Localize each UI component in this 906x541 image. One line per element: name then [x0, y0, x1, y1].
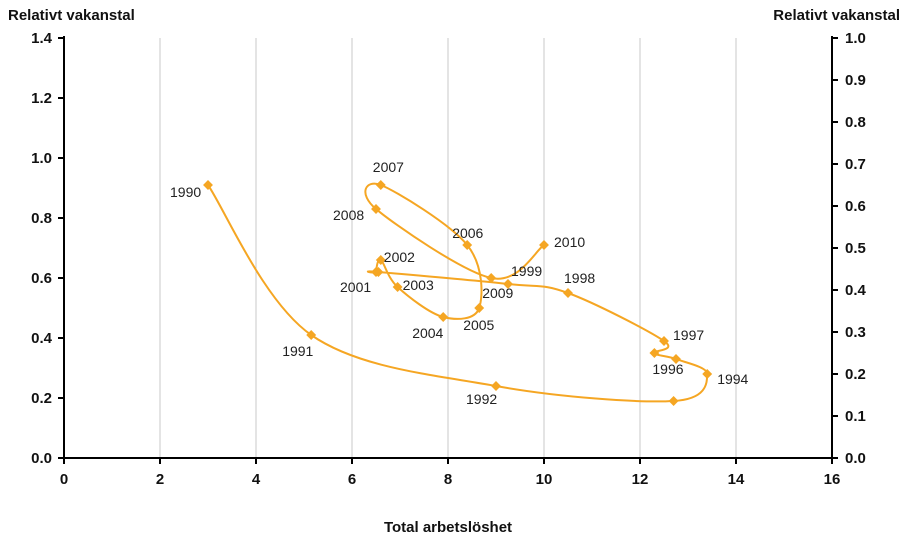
- y-left-tick-label-3: 0.6: [31, 270, 52, 287]
- x-tick-label-8: 16: [824, 471, 841, 488]
- x-axis-ticks: 0 2 4 6 8 10 12 14 16: [60, 458, 841, 488]
- point-label-2006: 2006: [452, 225, 483, 241]
- point-label-2008: 2008: [333, 207, 364, 223]
- y-axis-left-title: Relativt vakanstal: [8, 7, 135, 24]
- data-point-1992: [491, 381, 501, 391]
- y-axis-left-ticks: 0.0 0.2 0.4 0.6 0.8 1.0 1.2 1.4: [31, 30, 64, 467]
- point-label-2009: 2009: [482, 285, 513, 301]
- y-axis-right-ticks: 0.0 0.1 0.2 0.3 0.4 0.5 0.6 0.7 0.8 0.9 1.0: [832, 30, 867, 467]
- point-label-2003: 2003: [403, 277, 434, 293]
- x-tick-label-1: 2: [156, 471, 164, 488]
- data-point-2002: [375, 255, 386, 265]
- series-line: [207, 182, 709, 403]
- data-point-1995: [671, 354, 681, 364]
- data-markers: [203, 180, 713, 406]
- x-tick-label-4: 8: [444, 471, 452, 488]
- y-left-tick-label-7: 1.4: [31, 30, 53, 47]
- data-point-2008: [371, 204, 381, 214]
- y-left-tick-label-5: 1.0: [31, 150, 52, 167]
- point-label-1998: 1998: [564, 270, 595, 286]
- data-point-2010: [539, 240, 549, 250]
- y-right-tick-label-1: 0.1: [845, 408, 866, 425]
- point-label-1992: 1992: [466, 391, 497, 407]
- y-right-tick-label-6: 0.6: [845, 198, 866, 215]
- y-right-tick-label-2: 0.2: [845, 366, 866, 383]
- point-label-2007: 2007: [373, 159, 404, 175]
- y-right-tick-label-5: 0.5: [845, 240, 866, 257]
- y-right-tick-label-4: 0.4: [845, 282, 867, 299]
- data-point-2009: [486, 273, 497, 283]
- point-labels: 1990 1991 1992 1994 1996 1997 1998 1999 2001 2002…: [170, 159, 749, 407]
- data-point-2003: [392, 282, 403, 292]
- x-axis-title: Total arbetslöshet: [384, 519, 512, 536]
- x-tick-label-2: 4: [252, 471, 261, 488]
- data-point-1996: [649, 348, 660, 358]
- data-point-1999: [503, 279, 513, 289]
- y-right-tick-label-8: 0.8: [845, 114, 866, 131]
- data-point-1997: [659, 336, 669, 346]
- y-right-tick-label-9: 0.9: [845, 72, 866, 89]
- point-label-1994: 1994: [717, 371, 748, 387]
- y-right-tick-label-3: 0.3: [845, 324, 866, 341]
- data-point-2004: [438, 312, 449, 322]
- point-label-2002: 2002: [384, 249, 415, 265]
- y-left-tick-label-6: 1.2: [31, 90, 52, 107]
- data-point-1993: [668, 396, 679, 406]
- point-label-1997: 1997: [673, 327, 704, 343]
- point-label-2001: 2001: [340, 279, 371, 295]
- x-tick-label-6: 12: [632, 471, 649, 488]
- point-label-1990: 1990: [170, 184, 201, 200]
- y-right-tick-label-10: 1.0: [845, 30, 866, 47]
- point-label-2004: 2004: [412, 325, 443, 341]
- x-tick-label-0: 0: [60, 471, 68, 488]
- point-label-2010: 2010: [554, 234, 585, 250]
- point-label-1991: 1991: [282, 343, 313, 359]
- x-tick-label-7: 14: [728, 471, 745, 488]
- data-point-2005: [474, 303, 485, 313]
- y-left-tick-label-1: 0.2: [31, 390, 52, 407]
- y-right-tick-label-0: 0.0: [845, 450, 866, 467]
- y-right-tick-label-7: 0.7: [845, 156, 866, 173]
- y-left-tick-label-4: 0.8: [31, 210, 52, 227]
- point-label-2005: 2005: [463, 317, 494, 333]
- point-label-1996: 1996: [652, 361, 683, 377]
- x-tick-label-3: 6: [348, 471, 356, 488]
- y-axis-right-title: Relativt vakanstal: [773, 7, 900, 24]
- point-label-1999: 1999: [511, 263, 542, 279]
- y-left-tick-label-2: 0.4: [31, 330, 53, 347]
- data-point-1998: [563, 288, 573, 298]
- data-point-2001: [371, 267, 381, 277]
- y-left-tick-label-0: 0.0: [31, 450, 52, 467]
- data-point-1994: [702, 369, 713, 379]
- x-tick-label-5: 10: [536, 471, 553, 488]
- data-point-1991: [306, 330, 317, 340]
- data-point-2006: [462, 240, 473, 250]
- data-point-2007: [375, 180, 386, 190]
- data-point-1990: [203, 180, 213, 190]
